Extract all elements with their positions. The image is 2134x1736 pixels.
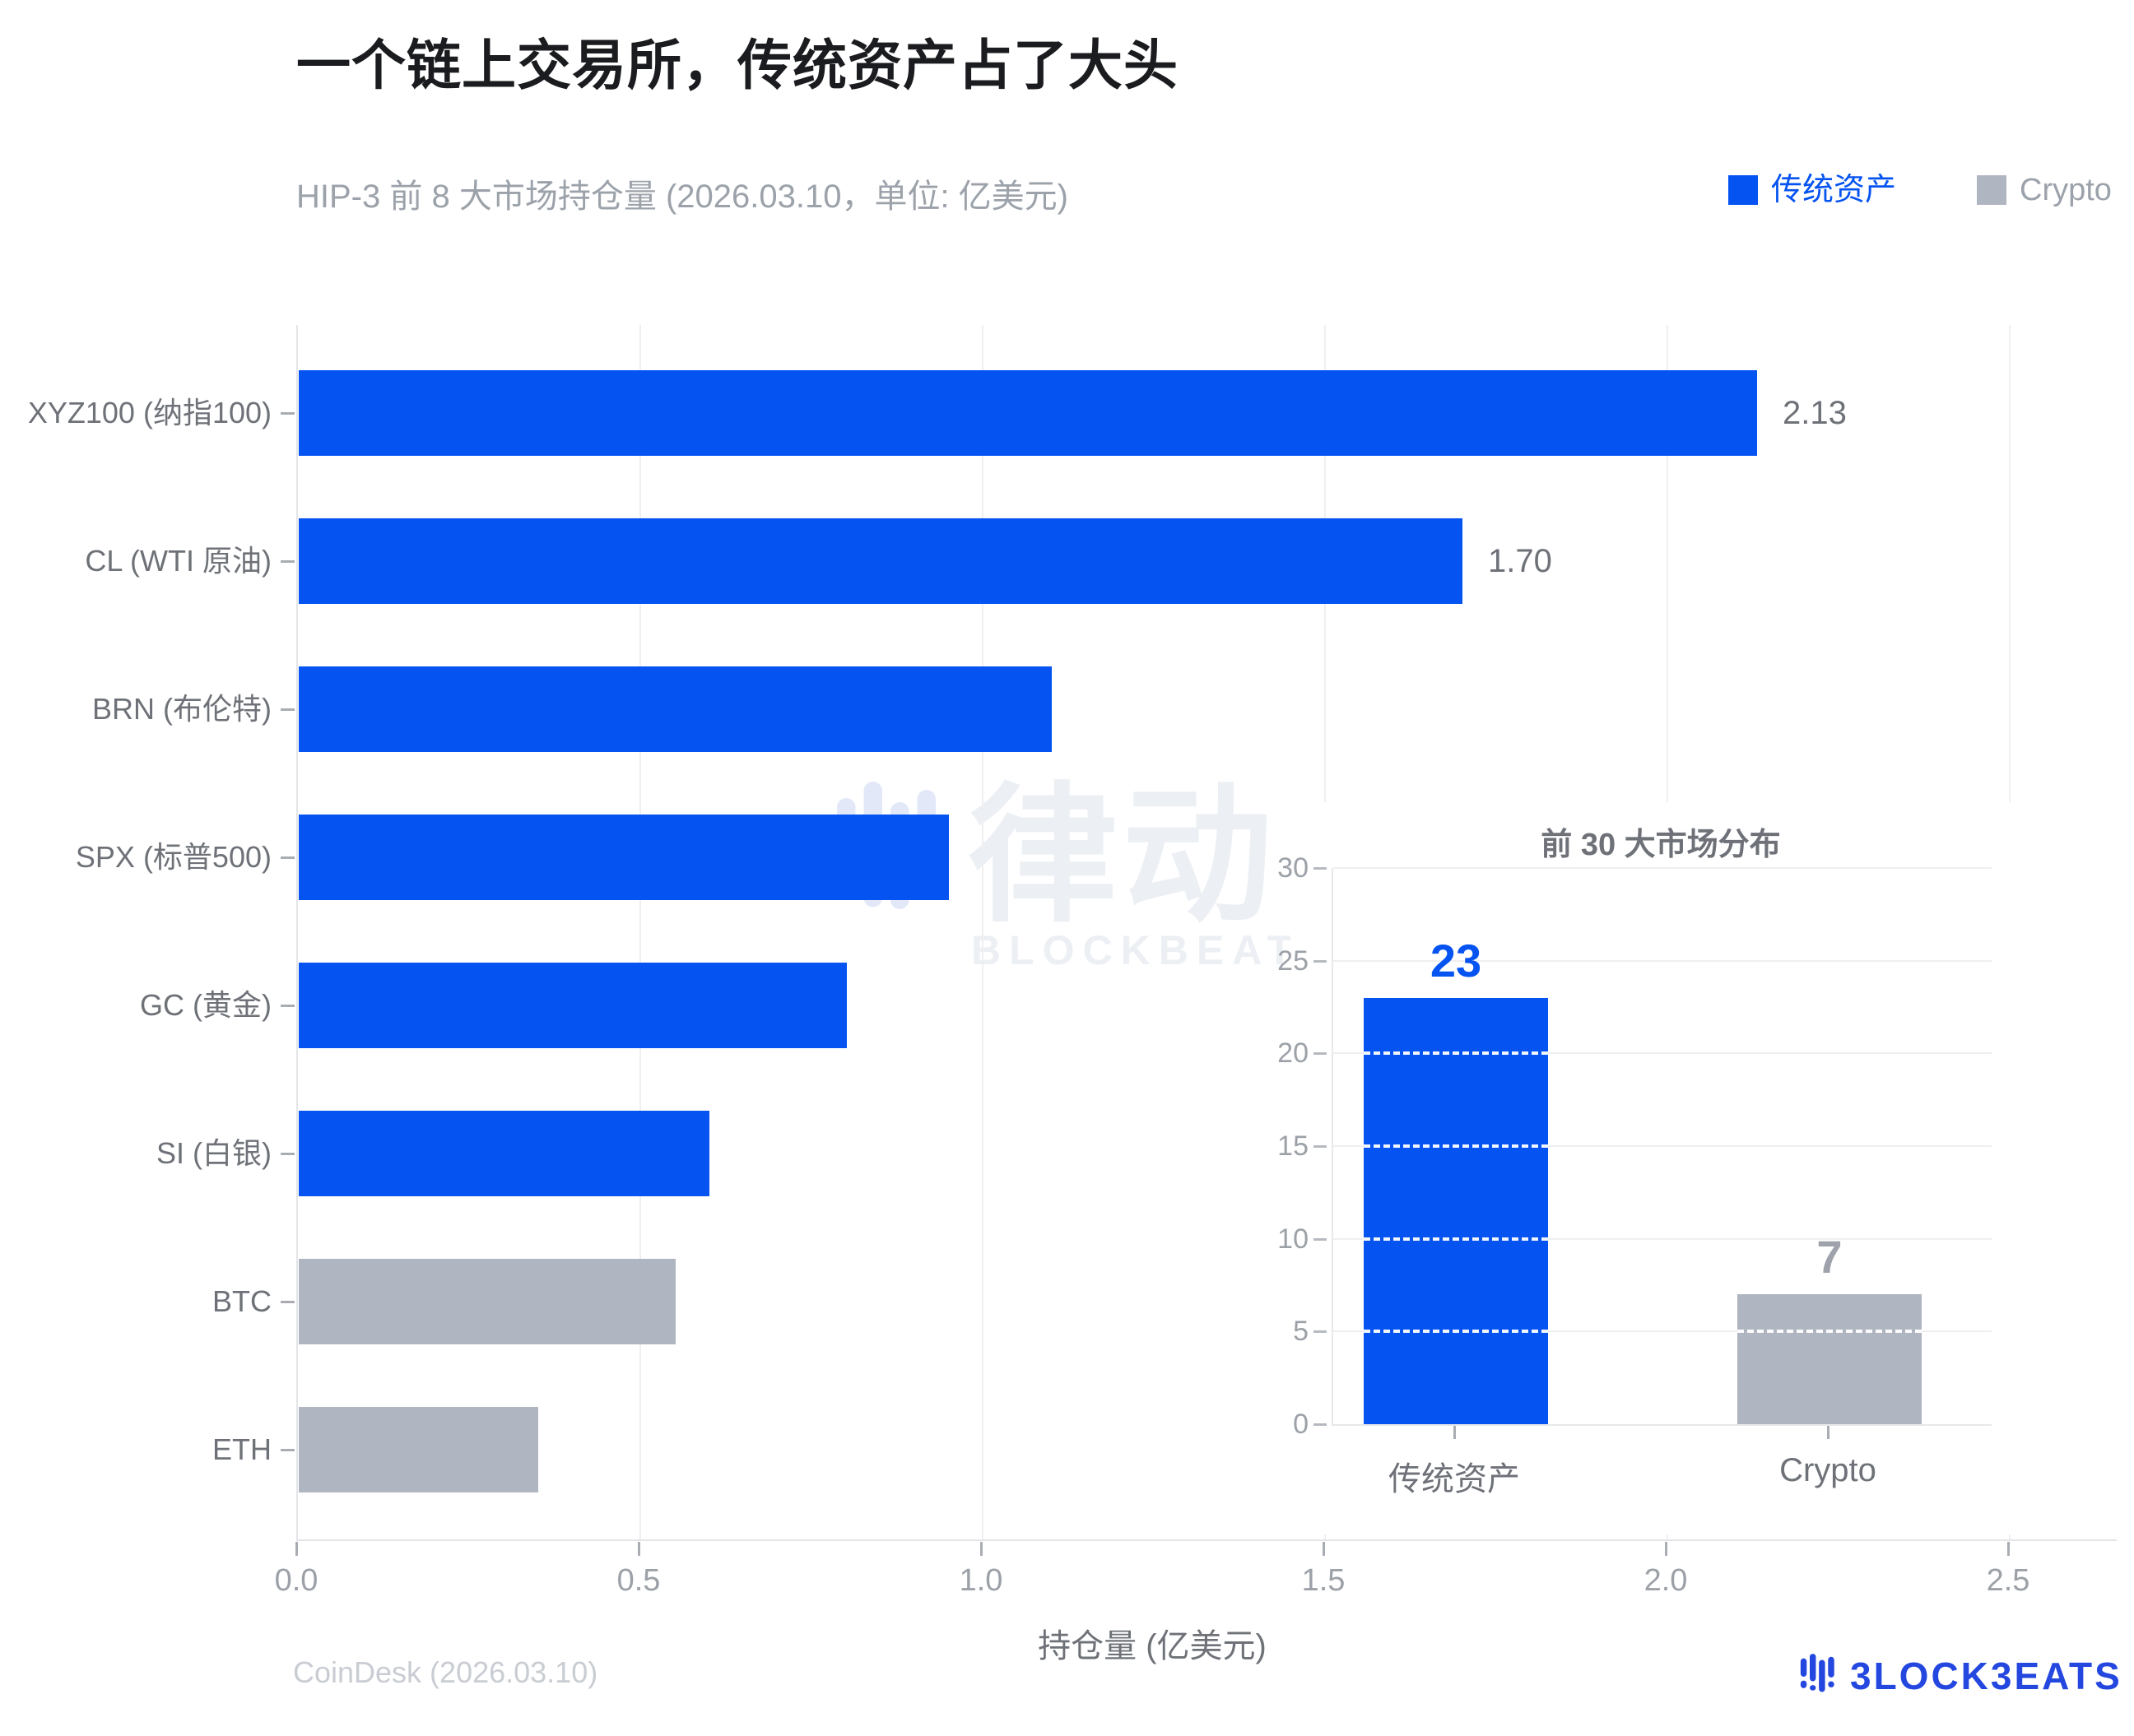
inset-bar-传统资产 [1364, 998, 1548, 1424]
bar-value-label: 1.70 [1488, 543, 1552, 579]
inset-horizontal-gridline [1333, 1052, 1992, 1055]
x-tick-label: 1.5 [1301, 1563, 1346, 1598]
inset-y-tick-label: 10 [1277, 1223, 1309, 1255]
bar-BRN (布伦特) [299, 666, 1052, 752]
y-axis-tick [281, 412, 295, 415]
legend-swatch-traditional [1728, 175, 1758, 205]
y-axis-tick [281, 1153, 295, 1155]
inset-y-tick-label: 25 [1277, 945, 1309, 977]
watermark-cn-text: 律动 [968, 772, 1277, 940]
y-axis-tick [281, 708, 295, 711]
inset-x-axis-tick [1827, 1426, 1829, 1439]
x-tick-label: 1.0 [959, 1563, 1003, 1598]
x-axis-tick [638, 1542, 640, 1556]
inset-bar-chart-plot: 23 7 [1332, 867, 1992, 1426]
category-label-XYZ100 (纳指100): XYZ100 (纳指100) [27, 396, 272, 429]
watermark-en-text: BLOCKBEATS [971, 927, 1337, 973]
inset-x-label-传统资产: 传统资产 [1388, 1461, 1520, 1497]
legend-item-traditional: 传统资产 [1728, 173, 1896, 207]
inset-y-tick-label: 30 [1277, 852, 1309, 884]
legend-swatch-crypto [1977, 175, 2006, 205]
inset-y-axis-tick [1313, 1237, 1327, 1241]
inset-y-axis-tick [1313, 1423, 1327, 1426]
inset-y-axis-tick [1313, 959, 1327, 963]
category-label-GC (黄金): GC (黄金) [140, 988, 272, 1022]
bar-GC (黄金) [299, 963, 847, 1048]
inset-y-tick-label: 20 [1277, 1037, 1309, 1070]
x-axis-tick [1323, 1542, 1325, 1556]
inset-horizontal-gridline [1333, 959, 1992, 962]
inset-bar-dashed-gridline [1737, 1330, 1922, 1334]
inset-y-axis-tick [1313, 1330, 1327, 1334]
bar-BTC [299, 1259, 676, 1344]
category-label-BTC: BTC [212, 1284, 272, 1318]
page-title: 一个链上交易所，传统资产占了大头 [296, 35, 1179, 95]
y-axis-tick [281, 1449, 295, 1451]
inset-y-axis-tick [1313, 867, 1327, 870]
bar-value-label: 2.13 [1783, 395, 1847, 431]
vertical-gridline [982, 325, 983, 1540]
x-tick-label: 0.0 [274, 1563, 318, 1598]
inset-x-label-Crypto: Crypto [1779, 1452, 1876, 1488]
x-axis-tick [295, 1542, 298, 1556]
y-axis-tick [281, 560, 295, 563]
category-label-BRN (布伦特): BRN (布伦特) [92, 692, 272, 726]
legend-label-traditional: 传统资产 [1771, 173, 1897, 207]
y-axis-tick [281, 856, 295, 859]
vertical-gridline [639, 325, 641, 1540]
inset-chart-panel: 前 30 大市场分布 23 7 0 5 10 15 20 25 30 传统资产 Crypto [1277, 802, 2035, 1534]
legend-item-crypto: Crypto [1977, 173, 2112, 207]
bar-ETH [299, 1407, 538, 1492]
legend-label-crypto: Crypto [2020, 173, 2112, 207]
inset-chart-title: 前 30 大市场分布 [1541, 828, 1781, 862]
x-axis-tick [1665, 1542, 1667, 1556]
x-tick-label: 2.0 [1644, 1563, 1688, 1598]
watermark: 律动 BLOCKBEATS [833, 773, 1337, 974]
x-axis-tick [980, 1542, 983, 1556]
blockbeats-logo-icon [1800, 1654, 1834, 1692]
x-axis-title: 持仓量 (亿美元) [1038, 1628, 1267, 1664]
x-axis-tick [2007, 1542, 2010, 1556]
inset-x-axis-tick [1453, 1426, 1456, 1439]
inset-bar-dashed-gridline [1364, 1144, 1548, 1148]
bar-SPX (标普500) [299, 815, 949, 900]
y-axis-tick [281, 1005, 295, 1007]
category-label-SPX (标普500): SPX (标普500) [75, 840, 272, 874]
x-tick-label: 0.5 [616, 1563, 661, 1598]
inset-y-axis-tick [1313, 1145, 1327, 1148]
inset-bar-Crypto [1737, 1294, 1922, 1424]
y-axis-tick [281, 1301, 295, 1303]
category-label-CL (WTI 原油): CL (WTI 原油) [85, 544, 272, 578]
inset-bar-value-label: 7 [1816, 1231, 1843, 1283]
x-axis-line [296, 1539, 2117, 1541]
inset-horizontal-gridline [1333, 1145, 1992, 1147]
inset-horizontal-gridline [1333, 1237, 1992, 1240]
blockbeats-logo-text: 3LOCK3EATS [1850, 1655, 2122, 1697]
inset-horizontal-gridline [1333, 867, 1992, 869]
category-label-SI (白银): SI (白银) [156, 1136, 272, 1170]
bar-SI (白银) [299, 1111, 709, 1196]
bar-CL (WTI 原油) [299, 518, 1462, 604]
inset-y-tick-label: 5 [1293, 1316, 1309, 1348]
main-bar-chart-plot: 2.13 1.70 [296, 325, 2011, 1540]
inset-y-axis-tick [1313, 1052, 1327, 1056]
inset-y-tick-label: 0 [1293, 1409, 1309, 1440]
inset-horizontal-gridline [1333, 1330, 1992, 1333]
category-label-ETH: ETH [212, 1432, 272, 1466]
blockbeats-logo: 3LOCK3EATS [1799, 1652, 2122, 1700]
inset-y-tick-label: 15 [1277, 1130, 1309, 1162]
source-credit: CoinDesk (2026.03.10) [293, 1655, 598, 1689]
inset-bar-dashed-gridline [1364, 1330, 1548, 1334]
chart-subtitle: HIP-3 前 8 大市场持仓量 (2026.03.10，单位: 亿美元) [296, 179, 1069, 215]
inset-bar-dashed-gridline [1364, 1051, 1548, 1056]
bar-XYZ100 (纳指100) [299, 370, 1757, 456]
inset-bar-value-label: 23 [1430, 935, 1482, 986]
inset-bar-dashed-gridline [1364, 1237, 1548, 1241]
x-tick-label: 2.5 [1986, 1563, 2030, 1598]
